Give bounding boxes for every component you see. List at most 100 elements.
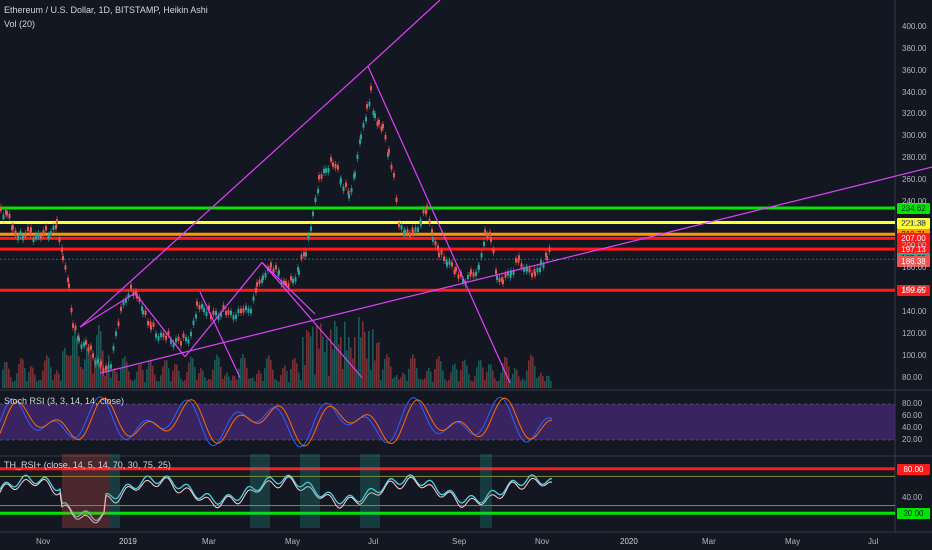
rsi-level-label: 20.00	[897, 508, 930, 520]
volume-bar	[124, 356, 126, 388]
volume-bar	[180, 378, 182, 388]
volume-bar	[74, 329, 76, 388]
volume-bar	[132, 381, 134, 388]
time-tick-label: Mar	[702, 537, 716, 546]
candle	[152, 322, 155, 327]
time-tick-label: Jul	[868, 537, 879, 546]
candle	[125, 298, 127, 303]
candle	[510, 270, 512, 275]
volume-bar	[470, 380, 472, 388]
price-tick-label: 80.00	[902, 372, 923, 382]
candle	[47, 234, 50, 240]
candle	[147, 320, 149, 326]
candle	[150, 325, 152, 330]
time-tick-label: 2020	[620, 537, 638, 546]
volume-bar	[414, 358, 416, 388]
volume-bar	[178, 371, 180, 388]
candle	[40, 234, 42, 240]
candle	[37, 232, 40, 238]
candle	[280, 280, 283, 285]
volume-bar	[462, 361, 464, 388]
volume-bar	[440, 361, 442, 388]
candle	[72, 323, 74, 328]
volume-bar	[114, 368, 116, 388]
volume-bar	[502, 363, 504, 388]
volume-bar	[542, 376, 544, 388]
candle	[262, 275, 264, 280]
volume-bar	[148, 360, 150, 388]
volume-bar	[252, 377, 254, 388]
candle	[528, 267, 531, 273]
candle	[332, 162, 334, 167]
volume-bar	[234, 376, 236, 388]
candle	[362, 123, 365, 128]
candle	[115, 331, 117, 336]
volume-bar	[10, 376, 12, 388]
volume-bar	[334, 320, 336, 388]
volume-bar	[538, 376, 540, 388]
price-tick-label: 400.00	[902, 21, 927, 31]
candle	[255, 288, 257, 293]
candle	[303, 252, 305, 257]
volume-bar	[206, 380, 208, 388]
volume-bar	[140, 363, 142, 388]
candle	[222, 304, 225, 310]
candle	[170, 339, 172, 344]
candle	[252, 296, 255, 301]
candle	[144, 310, 147, 316]
time-tick-label: 2019	[119, 537, 137, 546]
volume-bar	[36, 381, 38, 388]
candle	[74, 325, 77, 331]
volume-bar	[18, 364, 20, 388]
volume-bar	[46, 355, 48, 388]
volume-bar	[388, 357, 390, 388]
volume-bar	[160, 375, 162, 388]
volume-bar	[360, 337, 362, 388]
candle	[92, 353, 94, 358]
candle	[261, 278, 263, 283]
candle	[232, 315, 235, 320]
volume-bar	[384, 359, 386, 388]
candle	[457, 274, 460, 279]
volume-bar	[530, 354, 532, 388]
candle	[212, 310, 215, 315]
candle	[230, 310, 232, 316]
price-tick-label: 220.00	[902, 219, 927, 229]
symbol-title: Ethereum / U.S. Dollar, 1D, BITSTAMP, He…	[4, 5, 208, 15]
volume-bar	[376, 343, 378, 388]
candle	[162, 332, 165, 338]
volume-bar	[122, 358, 124, 388]
volume-bar	[548, 375, 550, 388]
candle	[62, 255, 64, 261]
candle	[484, 229, 486, 234]
candle	[455, 266, 457, 272]
volume-bar	[386, 354, 388, 388]
volume-bar	[244, 357, 246, 388]
volume-bar	[312, 326, 314, 388]
volume-bar	[310, 336, 312, 388]
trendline	[367, 65, 511, 384]
volume-bar	[322, 336, 324, 388]
candle	[285, 281, 287, 286]
volume-bar	[378, 341, 380, 388]
candle	[6, 211, 8, 216]
candle	[78, 337, 80, 342]
volume-bar	[486, 371, 488, 388]
stoch-rsi-label: Stoch RSI (3, 3, 14, 14, close)	[4, 396, 125, 406]
candle	[517, 258, 520, 263]
volume-bar	[364, 331, 366, 388]
volume-bar	[456, 369, 458, 388]
volume-bar	[246, 367, 248, 388]
volume-bar	[82, 368, 84, 388]
candle	[395, 197, 398, 202]
candle	[518, 255, 520, 260]
candle	[483, 241, 485, 247]
candle	[448, 260, 451, 265]
volume-bar	[328, 375, 330, 388]
volume-bar	[330, 329, 332, 388]
candle	[345, 182, 347, 187]
volume-bar	[222, 379, 224, 388]
volume-bar	[20, 358, 22, 388]
volume-bar	[302, 336, 304, 388]
